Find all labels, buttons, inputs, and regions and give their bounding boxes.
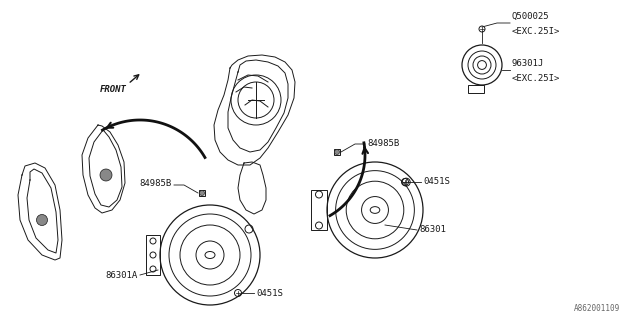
Circle shape: [200, 190, 205, 196]
Text: FRONT: FRONT: [100, 85, 127, 94]
Text: 84985B: 84985B: [140, 179, 172, 188]
Circle shape: [36, 214, 47, 226]
Text: 96301J: 96301J: [512, 59, 544, 68]
Text: <EXC.25I>: <EXC.25I>: [512, 27, 561, 36]
Text: 84985B: 84985B: [367, 140, 399, 148]
Text: 86301: 86301: [419, 226, 446, 235]
Text: <EXC.25I>: <EXC.25I>: [512, 74, 561, 83]
Text: Q500025: Q500025: [512, 12, 550, 21]
FancyBboxPatch shape: [334, 149, 340, 155]
Text: A862001109: A862001109: [573, 304, 620, 313]
Text: 86301A: 86301A: [106, 270, 138, 279]
Circle shape: [335, 149, 339, 155]
Text: 0451S: 0451S: [256, 289, 283, 298]
Circle shape: [100, 169, 112, 181]
FancyBboxPatch shape: [199, 190, 205, 196]
Text: 0451S: 0451S: [423, 178, 450, 187]
